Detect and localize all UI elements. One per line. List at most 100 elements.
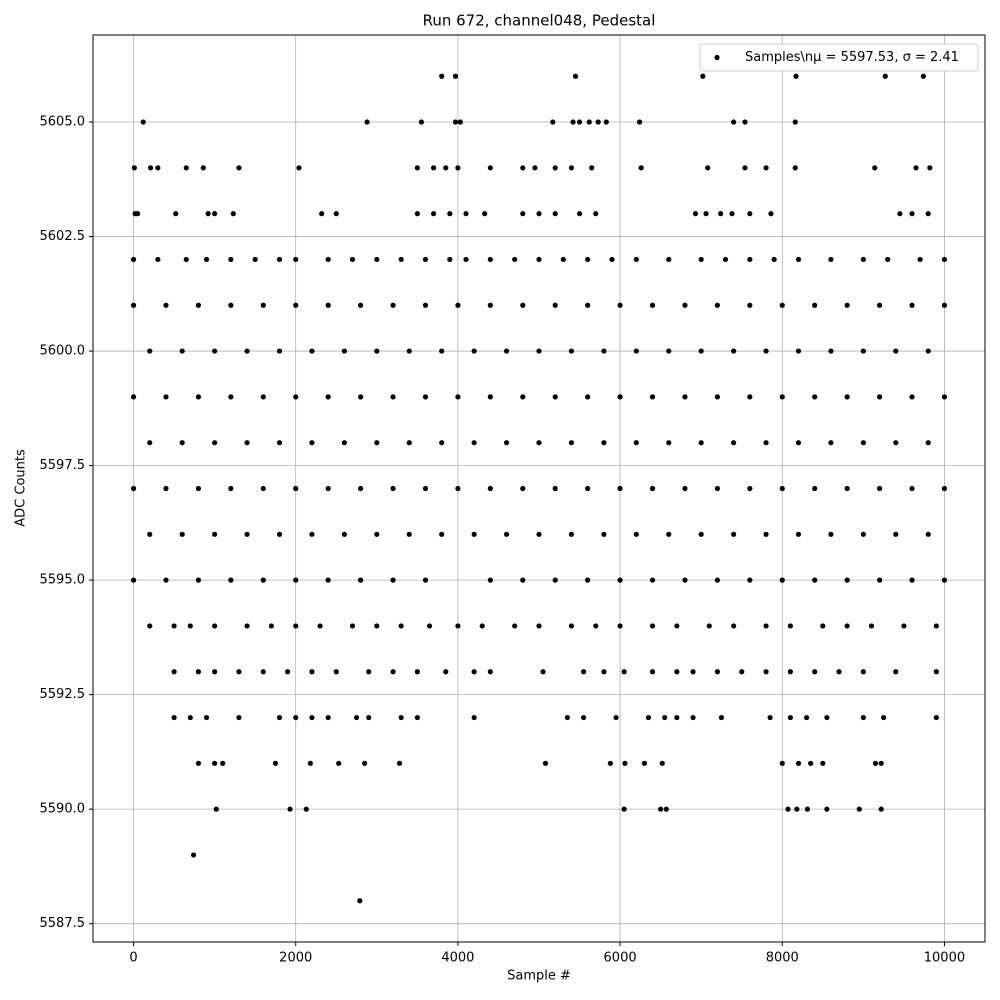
data-point	[638, 165, 644, 171]
plot-frame	[92, 34, 986, 943]
data-point	[568, 348, 575, 354]
data-point	[603, 119, 609, 125]
data-point	[767, 714, 773, 721]
data-point	[601, 348, 607, 354]
data-point	[325, 302, 331, 308]
data-point	[228, 302, 234, 308]
data-point	[471, 348, 477, 354]
data-point	[581, 714, 587, 721]
data-point	[731, 531, 737, 537]
data-point	[674, 714, 680, 721]
data-point	[140, 119, 146, 125]
data-point	[236, 669, 242, 675]
data-point	[244, 623, 250, 629]
data-point	[941, 394, 948, 400]
data-point	[705, 165, 711, 171]
data-point	[585, 394, 591, 400]
data-point	[276, 440, 283, 446]
data-point	[439, 348, 445, 354]
data-point	[844, 394, 850, 400]
data-point	[763, 348, 769, 354]
data-point	[909, 211, 915, 217]
data-point	[779, 394, 785, 400]
data-point	[663, 806, 669, 812]
x-tick-label: 4000	[441, 951, 474, 966]
data-point	[585, 302, 591, 308]
data-point	[418, 119, 425, 125]
data-point	[422, 485, 429, 492]
data-point	[374, 256, 380, 263]
data-point	[195, 394, 202, 400]
data-point	[576, 211, 583, 217]
data-point	[714, 577, 721, 583]
data-point	[131, 165, 137, 171]
data-point	[692, 211, 699, 217]
data-point	[443, 165, 449, 171]
data-point	[589, 165, 595, 171]
data-point	[722, 256, 729, 263]
data-point	[700, 73, 706, 79]
data-point	[228, 394, 234, 400]
data-point	[260, 669, 266, 675]
data-point	[645, 714, 652, 721]
data-point	[414, 165, 420, 171]
data-point	[828, 440, 834, 446]
data-point	[666, 256, 672, 263]
data-point	[844, 302, 850, 308]
data-point	[260, 302, 266, 308]
data-point	[333, 211, 339, 217]
data-point	[927, 165, 933, 171]
data-point	[430, 211, 437, 217]
data-point	[195, 485, 202, 492]
legend-marker	[714, 54, 720, 61]
data-point	[872, 165, 878, 171]
data-point	[828, 256, 834, 263]
data-point	[147, 623, 153, 629]
data-point	[581, 669, 587, 675]
y-tick-label: 5595.0	[40, 573, 86, 588]
data-point	[617, 394, 623, 400]
data-point	[812, 485, 818, 492]
data-point	[576, 119, 583, 125]
data-point	[649, 394, 656, 400]
data-point	[130, 256, 137, 263]
data-point	[406, 348, 412, 354]
data-point	[793, 73, 799, 79]
data-point	[455, 165, 461, 171]
data-point	[364, 119, 370, 125]
data-point	[455, 302, 461, 308]
data-point	[763, 440, 769, 446]
data-point	[941, 302, 948, 308]
y-tick-label: 5590.0	[40, 802, 86, 817]
data-point	[212, 760, 218, 766]
data-point	[341, 440, 347, 446]
data-point	[362, 760, 368, 766]
data-point	[659, 760, 665, 766]
data-point	[649, 669, 656, 675]
data-point	[666, 531, 672, 537]
data-point	[607, 760, 613, 766]
data-point	[792, 119, 798, 125]
data-point	[878, 760, 884, 766]
data-point	[893, 440, 899, 446]
data-point	[272, 760, 279, 766]
data-point	[398, 714, 404, 721]
data-point	[260, 577, 266, 583]
data-point	[909, 302, 915, 308]
data-point	[309, 348, 315, 354]
data-point	[621, 669, 627, 675]
legend-box	[699, 43, 979, 72]
data-point	[881, 714, 887, 721]
data-point	[309, 440, 315, 446]
data-point	[293, 256, 299, 263]
data-point	[463, 256, 469, 263]
data-point	[666, 348, 672, 354]
data-point	[824, 806, 830, 812]
data-point	[471, 669, 477, 675]
data-point	[285, 669, 291, 675]
data-point	[212, 440, 218, 446]
data-point	[812, 394, 818, 400]
data-point	[560, 256, 566, 263]
